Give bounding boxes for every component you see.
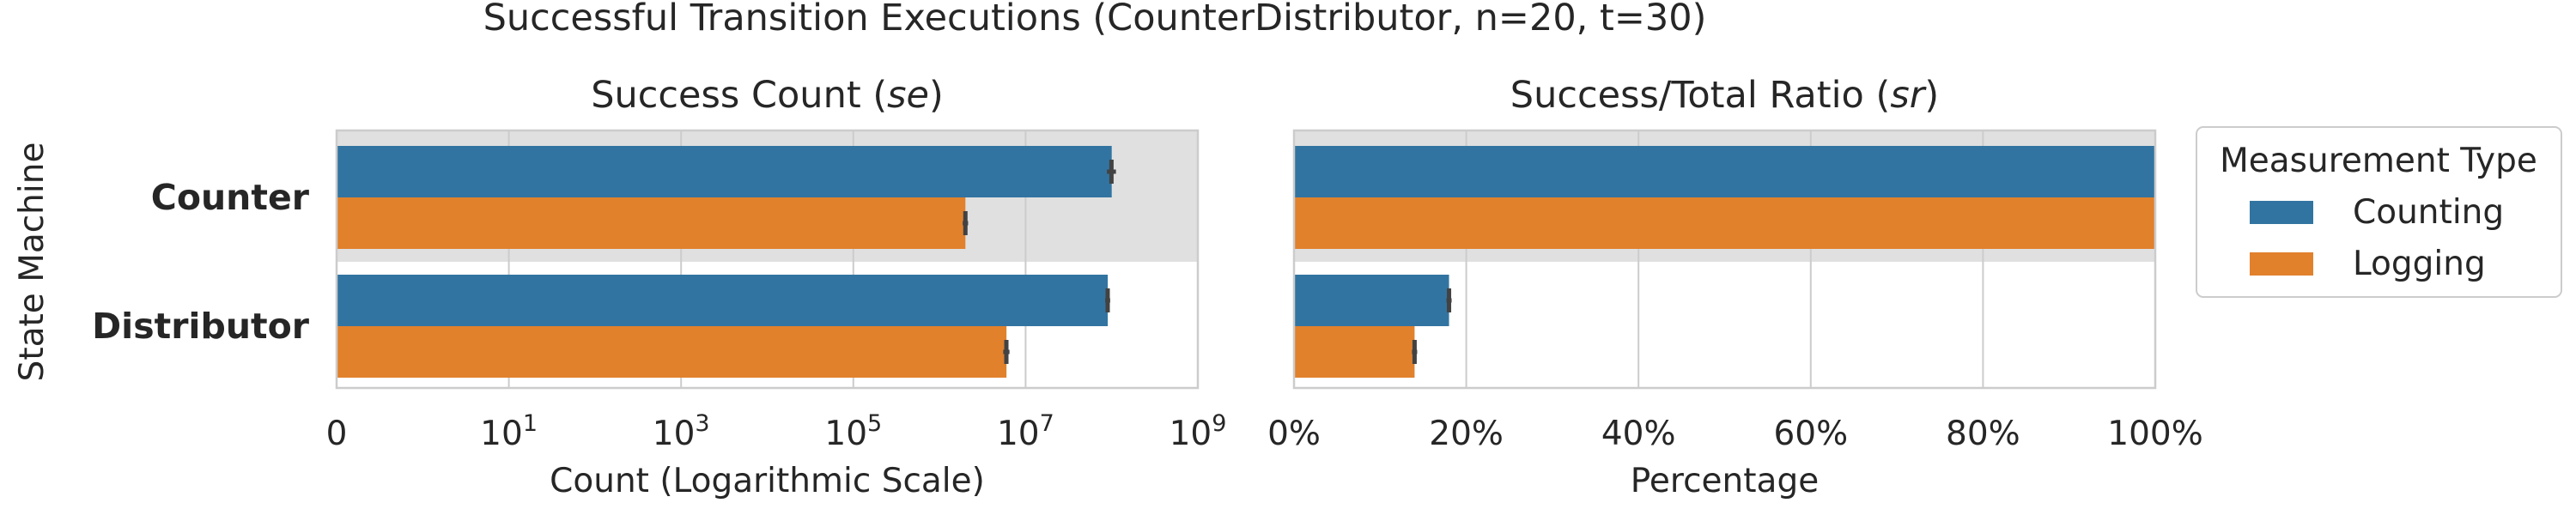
x-axis-label: Count (Logarithmic Scale) xyxy=(550,462,985,500)
panel-title-symbol: sr xyxy=(1890,74,1926,117)
panel-success-count: Success Count (se) 0 101 103 105 107 109 Count … xyxy=(92,74,1226,500)
panel-title: Success Count (se) xyxy=(591,74,944,117)
x-tick-label: 103 xyxy=(653,410,710,453)
plot-frame xyxy=(335,129,1200,390)
panel-title-symbol: se xyxy=(887,74,929,117)
panel-title-end: ) xyxy=(929,74,944,117)
bar-logging-counter xyxy=(337,197,966,249)
bar-counting-distributor xyxy=(337,275,1109,326)
legend: Measurement Type Counting Logging xyxy=(2196,126,2562,298)
panel-title-main: Success/Total Ratio ( xyxy=(1510,74,1891,117)
panel-title: Success/Total Ratio (sr) xyxy=(1510,74,1939,117)
bar-counting-distributor xyxy=(1294,275,1449,326)
legend-swatch-logging xyxy=(2250,252,2313,276)
panel-title-end: ) xyxy=(1924,74,1939,117)
legend-title: Measurement Type xyxy=(2220,142,2537,180)
x-tick-label: 100% xyxy=(2107,415,2203,453)
y-tick-label-counter: Counter xyxy=(151,177,310,218)
panel-title-main: Success Count ( xyxy=(591,74,887,117)
x-tick-label: 40% xyxy=(1601,415,1676,453)
bar-counting-counter xyxy=(1294,146,2155,197)
y-tick-label-distributor: Distributor xyxy=(92,306,310,347)
x-tick-label: 0% xyxy=(1267,415,1321,453)
panel-success-ratio: Success/Total Ratio (sr) 0% 20% 40% 60% 80% 10… xyxy=(1267,74,2203,500)
bar-logging-distributor xyxy=(1294,326,1415,378)
plot-frame xyxy=(1292,129,2157,390)
x-axis-label: Percentage xyxy=(1631,462,1819,500)
x-tick-label: 80% xyxy=(1946,415,2020,453)
x-tick-label: 107 xyxy=(997,410,1054,453)
legend-swatch-counting xyxy=(2250,201,2313,224)
figure-title: Successful Transition Executions (Counte… xyxy=(483,0,1707,39)
y-axis-label: State Machine xyxy=(13,142,52,382)
bar-counting-counter xyxy=(337,146,1112,197)
x-tick-label: 20% xyxy=(1429,415,1504,453)
x-tick-label: 0 xyxy=(326,415,348,453)
x-tick-label: 109 xyxy=(1170,410,1227,453)
x-tick-label: 60% xyxy=(1773,415,1848,453)
x-tick-label: 105 xyxy=(824,410,882,453)
bar-logging-distributor xyxy=(337,326,1007,378)
x-tick-label: 101 xyxy=(480,410,538,453)
legend-label-counting: Counting xyxy=(2353,193,2504,232)
legend-label-logging: Logging xyxy=(2353,245,2486,283)
bar-logging-counter xyxy=(1294,197,2155,249)
